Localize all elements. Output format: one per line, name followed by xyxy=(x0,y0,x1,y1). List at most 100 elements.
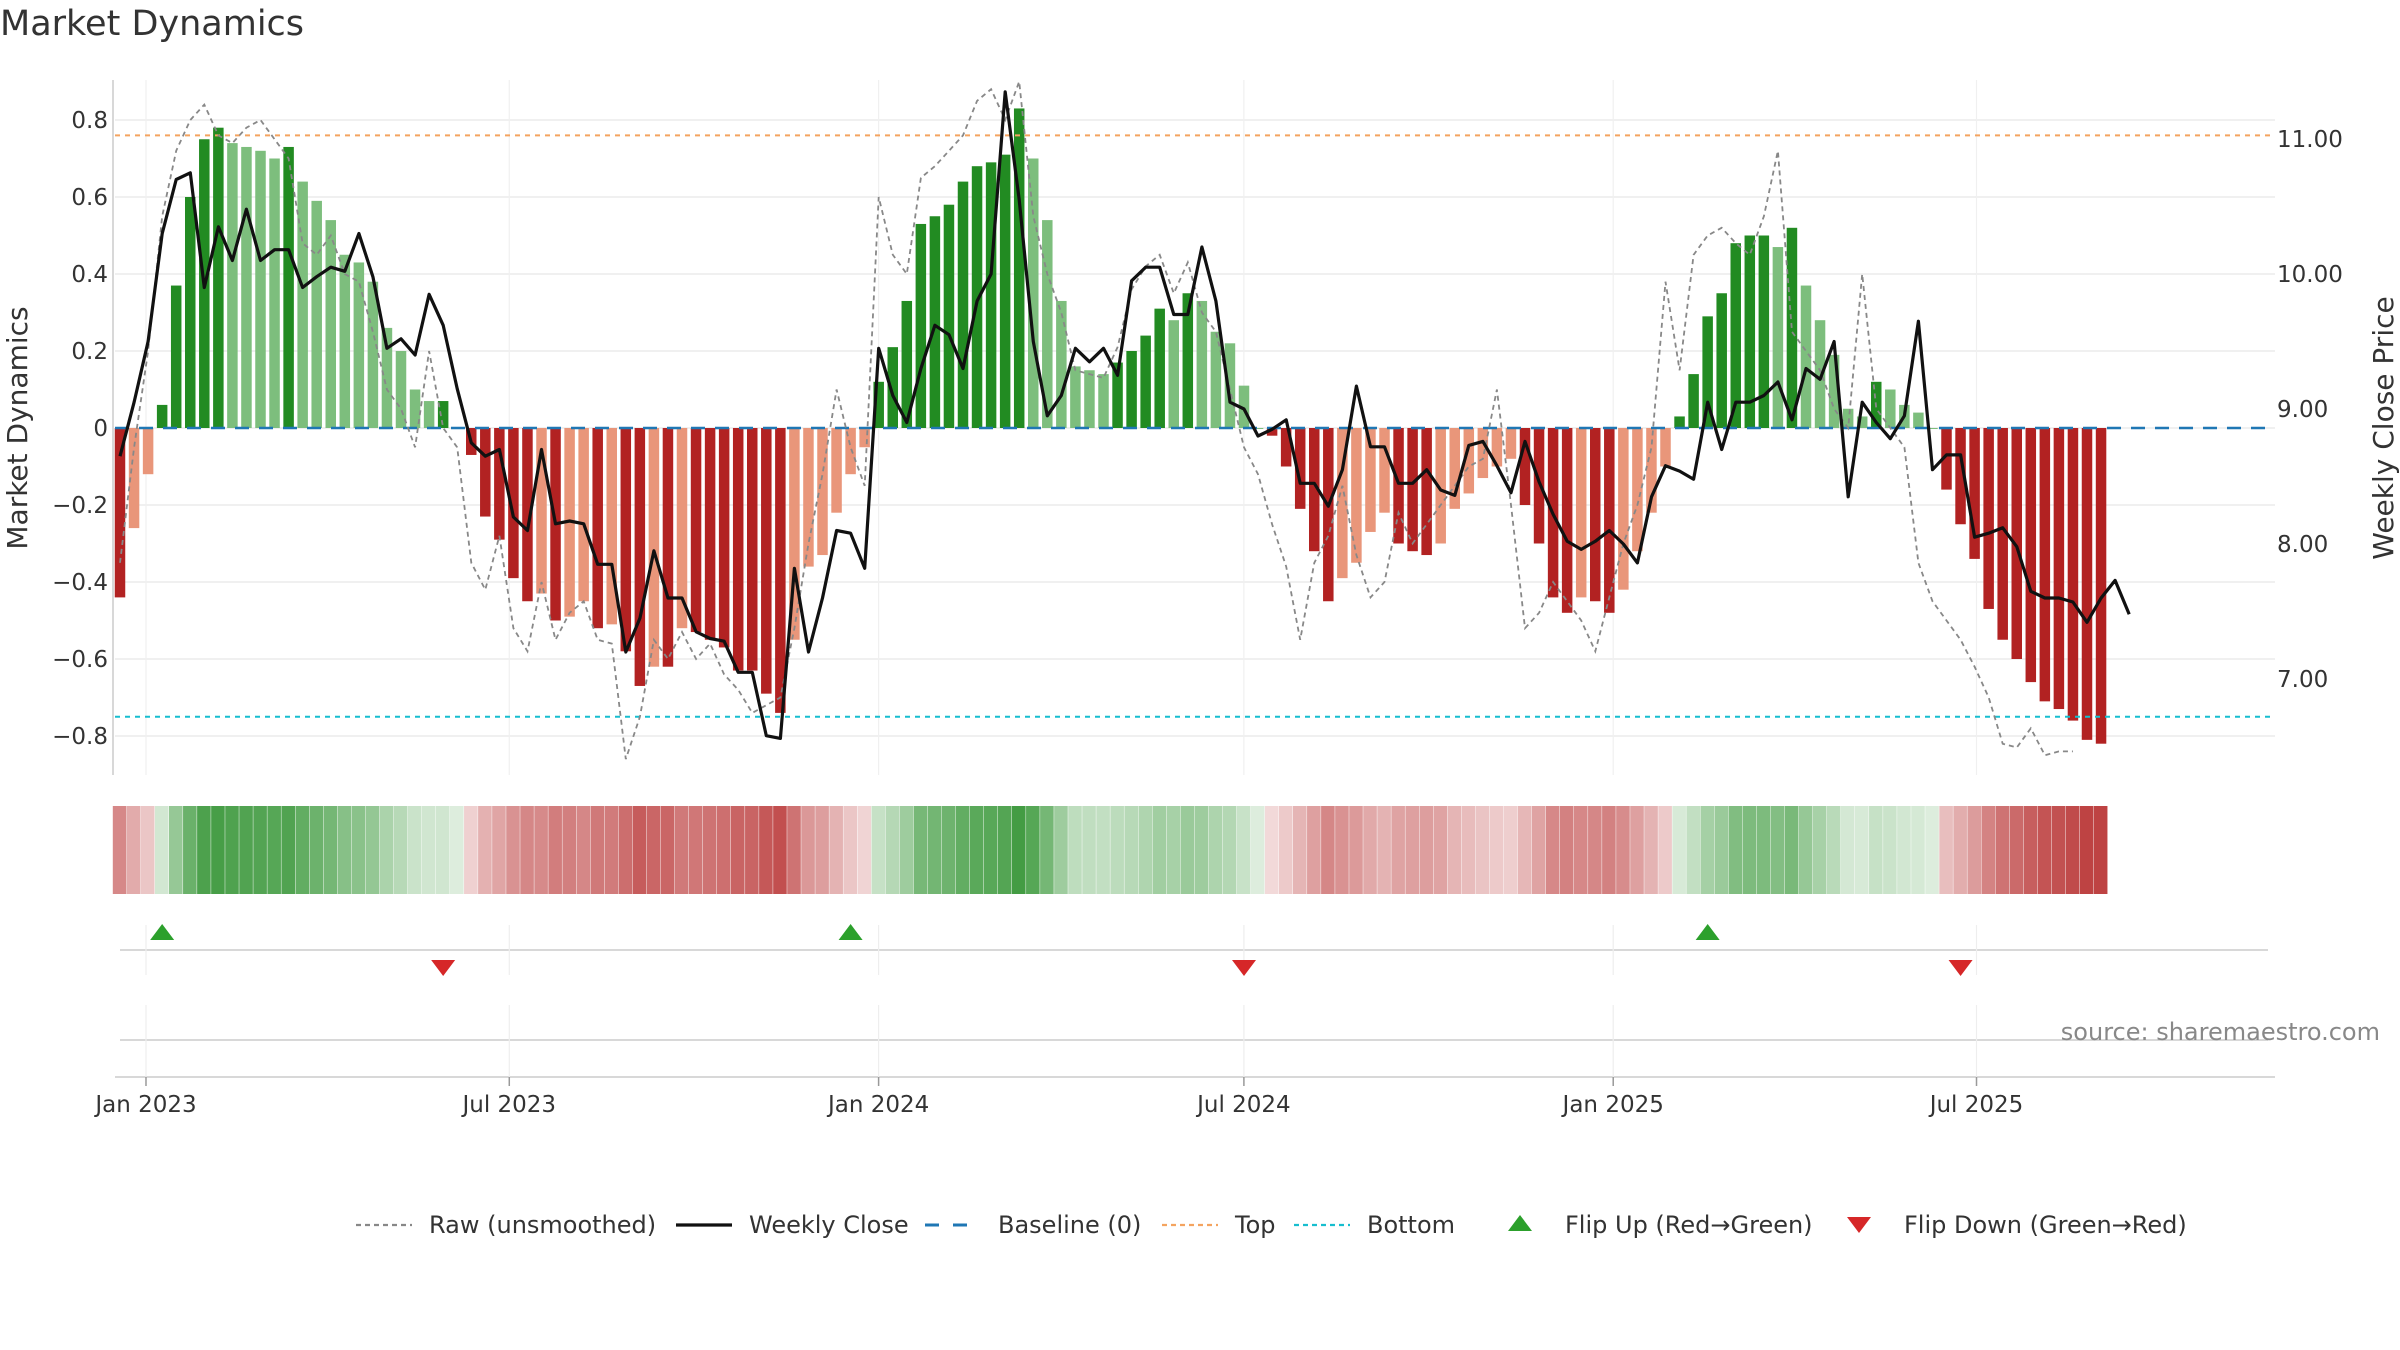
dynamics-bar xyxy=(367,281,379,428)
y-left-tick-label: −0.6 xyxy=(52,647,108,673)
heat-strip-cell xyxy=(1096,806,1110,894)
dynamics-bar xyxy=(1688,374,1699,428)
series-lines xyxy=(118,81,2131,760)
heat-strip-cell xyxy=(1869,806,1883,894)
x-tick-label: Jul 2024 xyxy=(1195,1092,1291,1118)
dynamics-bar xyxy=(213,127,224,428)
heat-strip-cell xyxy=(969,806,984,894)
dynamics-bar xyxy=(634,428,646,686)
heat-strip-cell xyxy=(1531,806,1546,894)
heat-strip-cell xyxy=(1517,806,1532,894)
dynamics-bar xyxy=(227,143,238,428)
y-right-tick-label: 11.00 xyxy=(2277,127,2343,153)
x-tick-label: Jan 2025 xyxy=(1561,1092,1664,1118)
dynamics-bar xyxy=(1028,158,1039,428)
dynamics-bar xyxy=(1632,428,1643,552)
heat-strip-cell xyxy=(1110,806,1124,894)
heat-strip-cell xyxy=(1208,806,1223,894)
dynamics-bar xyxy=(1070,366,1081,428)
dynamics-bar xyxy=(1856,416,1868,428)
dynamics-bar xyxy=(1407,428,1418,552)
dynamics-bar xyxy=(690,428,702,633)
reference-lines xyxy=(115,134,2275,718)
dynamics-bar xyxy=(2011,428,2022,659)
y-left-tick-label: −0.8 xyxy=(52,724,108,750)
dynamics-bar xyxy=(381,327,393,428)
dynamics-bar xyxy=(1112,362,1123,428)
heat-strip-cell xyxy=(1742,806,1757,894)
heat-strip-cell xyxy=(562,806,576,894)
heat-strip-cell xyxy=(955,806,970,894)
dynamics-bar xyxy=(1604,428,1615,613)
heat-strip-cell xyxy=(1826,806,1841,894)
heat-strip-cell xyxy=(225,806,239,894)
dynamics-bar xyxy=(732,428,744,671)
heat-strip-cell xyxy=(1967,806,1981,894)
dynamics-bar xyxy=(1238,385,1250,428)
dynamics-bar xyxy=(606,428,617,625)
y-left-tick-label: 0.6 xyxy=(71,185,108,211)
dynamics-bar xyxy=(437,401,449,428)
y-left-tick-label: −0.4 xyxy=(52,570,108,596)
dynamics-bar xyxy=(1393,428,1404,544)
heat-strip-cell xyxy=(590,806,605,894)
heat-strip-cell xyxy=(2079,806,2094,894)
heat-strip-cell xyxy=(1503,806,1518,894)
heat-strip-cell xyxy=(1236,806,1251,894)
legend-item: Baseline (0) xyxy=(925,1211,1141,1239)
heat-strip-cell xyxy=(1840,806,1855,894)
heat-strip-cell xyxy=(2037,806,2052,894)
heat-strip-cell xyxy=(1714,806,1729,894)
heat-strip-cell xyxy=(829,806,843,894)
heat-strip-cell xyxy=(576,806,591,894)
heat-strip-cell xyxy=(169,806,183,894)
flip-down-marker xyxy=(1232,960,1256,976)
dynamics-bar xyxy=(409,389,421,428)
heat-strip-cell xyxy=(773,806,787,894)
y-left-tick-label: 0 xyxy=(93,416,108,442)
heat-strip-cell xyxy=(1925,806,1939,894)
heat-strip-cell xyxy=(1911,806,1925,894)
heat-strip-cell xyxy=(801,806,815,894)
y-right-tick-label: 8.00 xyxy=(2277,532,2328,558)
heat-strip-cell xyxy=(253,806,267,894)
y-right-axis-label: Weekly Close Price xyxy=(2367,296,2400,559)
heat-strip-cell xyxy=(1180,806,1195,894)
axes: 0.8 0.6 0.4 0.2 0 −0.2 −0.4 −0.6 −0.8 11.00 10.00 9… xyxy=(1,80,2400,775)
dynamics-bar xyxy=(1927,428,1938,429)
dynamics-bar xyxy=(831,428,842,513)
dynamics-bar xyxy=(395,351,407,428)
heat-strip-cell xyxy=(913,806,928,894)
heat-strip-cell xyxy=(1307,806,1321,894)
heat-strip-cell xyxy=(688,806,703,894)
dynamics-bar xyxy=(241,146,252,428)
flip-up-marker xyxy=(838,924,863,940)
flip-down-marker xyxy=(431,960,456,976)
heat-strip-cell xyxy=(1124,806,1138,894)
x-tick-label: Jul 2025 xyxy=(1928,1092,2024,1118)
heat-strip-cell xyxy=(604,806,619,894)
heat-strip-cell xyxy=(520,806,534,894)
dynamics-bar xyxy=(1646,428,1657,513)
dynamics-bar xyxy=(1702,316,1713,428)
heat-strip-cell xyxy=(548,806,562,894)
dynamics-bar xyxy=(156,404,168,428)
dynamics-bar xyxy=(859,428,870,448)
heat-strip-cell xyxy=(1728,806,1743,894)
heat-strip-cell xyxy=(1138,806,1153,894)
dynamics-bar xyxy=(1084,370,1095,428)
dynamics-bar xyxy=(142,428,154,475)
legend-item: Raw (unsmoothed) xyxy=(356,1211,656,1239)
heat-strip-cell xyxy=(450,806,464,894)
dynamics-bar xyxy=(536,428,547,594)
dynamics-bar xyxy=(2025,428,2037,683)
legend-label: Flip Down (Green→Red) xyxy=(1904,1211,2187,1239)
y-left-tick-label: 0.2 xyxy=(71,339,108,365)
dynamics-bar xyxy=(522,428,533,602)
dynamics-bar xyxy=(985,162,997,428)
dynamics-bar xyxy=(1519,428,1531,505)
heat-strip-cell xyxy=(983,806,998,894)
dynamics-bar xyxy=(1716,293,1727,428)
heat-strip-cell xyxy=(745,806,759,894)
dynamics-bar xyxy=(1800,285,1812,428)
